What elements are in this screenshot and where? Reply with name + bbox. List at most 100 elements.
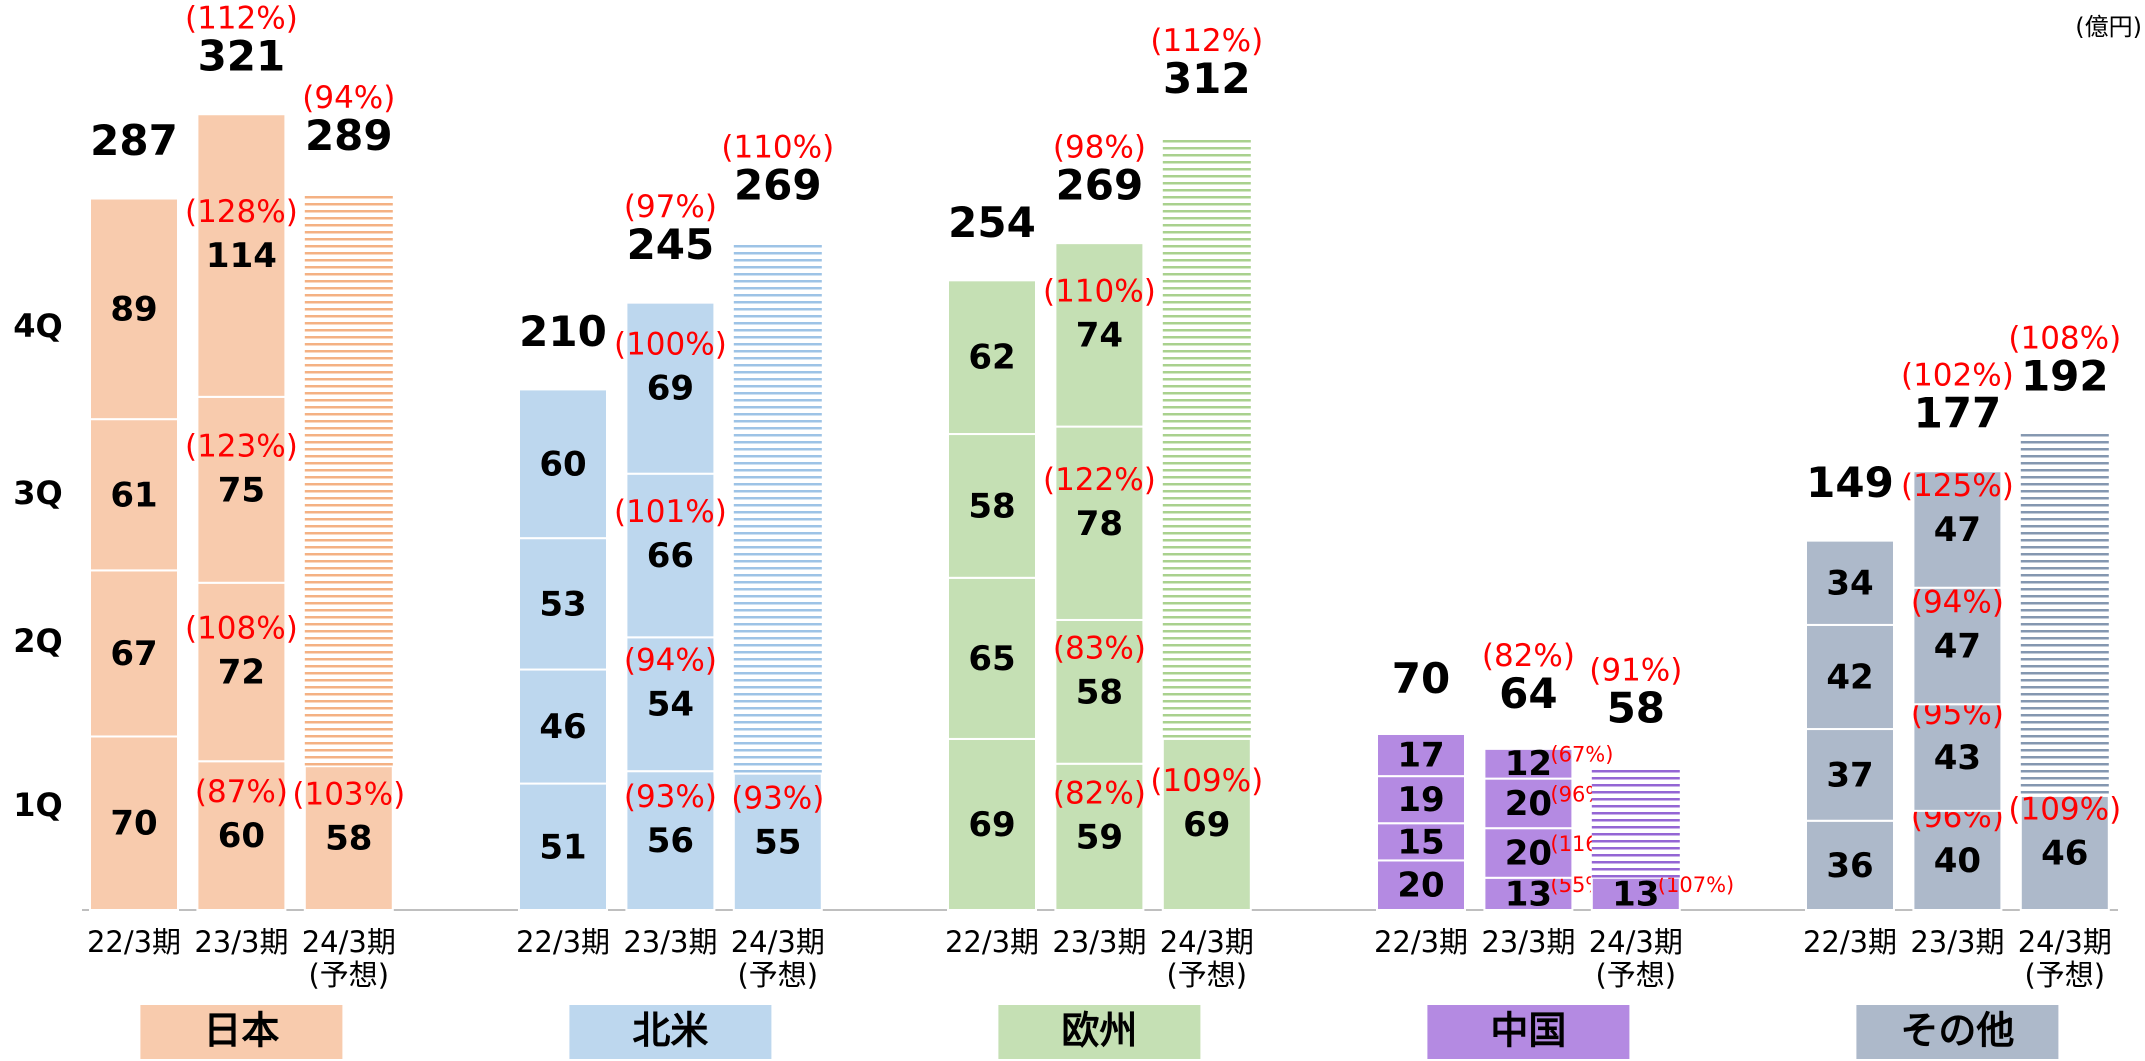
x-tick-label: 23/3期 [1481,925,1575,959]
x-tick-label: 22/3期 [516,925,610,959]
x-note: (予想) [737,958,818,992]
x-tick-label: 24/3期 [731,925,825,959]
quarter-label: 3Q [13,474,62,512]
segment-yoy: (108%) [185,611,298,647]
segment-value: 69 [968,805,1015,845]
bar-total: 254 [948,198,1036,247]
bar-segment [89,735,179,911]
bar-segment [1912,809,2003,912]
region-box [140,1005,343,1059]
segment-value: 51 [539,827,586,867]
segment-value: 19 [1397,780,1444,820]
segment-value: 42 [1826,657,1873,697]
region-box [569,1005,772,1059]
bar-segment [1912,703,2003,812]
bar-total: 149 [1806,458,1894,507]
bar-total: 210 [519,307,607,356]
region-box [998,1005,1201,1059]
segment-yoy: (93%) [731,780,824,816]
segment-value: 58 [1076,672,1123,712]
bar-segment [303,765,394,912]
total-yoy: (94%) [302,80,395,116]
segment-yoy: (100%) [614,327,727,363]
segment-value: 40 [1934,841,1981,881]
bar-segment [1054,762,1145,912]
forecast-remainder [1591,766,1680,878]
bar-segment [947,576,1037,740]
segment-value: 62 [968,338,1015,378]
bar-total: 245 [627,220,715,269]
segment-value: 47 [1934,626,1981,666]
forecast-remainder [2020,434,2109,796]
bar-segment [625,472,716,639]
bar-segment [89,197,179,421]
segment-value: 15 [1397,822,1444,862]
region-label: 日本 [203,1009,279,1053]
segment-value: 46 [2041,833,2088,873]
segment-value: 54 [647,685,694,725]
segment-value: 43 [1934,738,1981,778]
bar-segment [2019,794,2110,911]
bar-segment [1805,623,1895,731]
x-tick-label: 22/3期 [1374,925,1468,959]
segment-value: 20 [1505,833,1552,873]
segment-yoy: (67%) [1550,743,1613,767]
x-tick-label: 23/3期 [1910,925,2004,959]
bar-segment [518,388,608,540]
bar-segment [1376,859,1466,911]
bar-segment [196,760,287,912]
x-tick-label: 22/3期 [87,925,181,959]
bar-segment [1054,618,1145,765]
bar-segment [947,433,1037,579]
segment-yoy: (122%) [1043,462,1156,498]
quarter-label: 2Q [13,622,62,660]
segment-value: 75 [218,470,265,510]
bar-segment [1912,470,2003,589]
total-yoy: (110%) [721,130,834,166]
x-tick-label: 24/3期 [302,925,396,959]
bar-total: 321 [198,32,286,81]
segment-value: 69 [647,369,694,409]
x-note: (予想) [1166,958,1247,992]
segment-yoy: (128%) [185,194,298,230]
segment-yoy: (87%) [195,774,288,810]
bar-segment [1054,425,1145,621]
bar-segment [732,772,823,912]
segment-value: 47 [1934,510,1981,550]
region-box [1856,1005,2059,1059]
bar-segment [1483,747,1574,780]
segment-yoy: (109%) [1150,763,1263,799]
x-tick-label: 22/3期 [1803,925,1897,959]
segment-value: 46 [539,707,586,747]
segment-yoy: (109%) [2008,791,2121,827]
segment-value: 65 [968,639,1015,679]
bar-segment [1376,775,1466,825]
segment-value: 36 [1826,846,1873,886]
region-label: 欧州 [1061,1009,1137,1053]
segment-value: 20 [1505,784,1552,824]
segment-yoy: (82%) [1053,775,1146,811]
segment-value: 56 [647,821,694,861]
x-tick-label: 24/3期 [1589,925,1683,959]
segment-value: 59 [1076,817,1123,857]
region-label: その他 [1900,1009,2014,1053]
bar-segment [89,569,179,738]
segment-value: 74 [1076,315,1123,355]
bar-segment [196,113,287,398]
segment-value: 78 [1076,504,1123,544]
bar-segment [1805,728,1895,822]
bar-segment [196,395,287,584]
bar-total: 58 [1607,684,1665,733]
total-yoy: (98%) [1053,130,1146,166]
total-yoy: (112%) [185,1,298,37]
bar-segment [1805,539,1895,626]
segment-value: 69 [1183,805,1230,845]
region-label: 中国 [1490,1009,1566,1053]
forecast-remainder [1162,136,1251,739]
region-box [1427,1005,1630,1059]
segment-yoy: (110%) [1043,273,1156,309]
segment-value: 58 [325,819,372,859]
bar-segment [1483,777,1574,830]
bar-total: 70 [1392,654,1450,703]
